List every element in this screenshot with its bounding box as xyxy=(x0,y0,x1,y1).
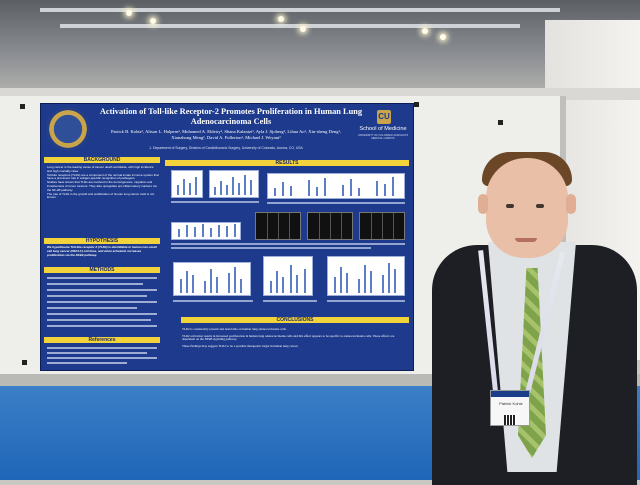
methods-line xyxy=(47,277,157,279)
ceiling-light xyxy=(278,16,284,22)
school-name: School of Medicine xyxy=(359,126,407,132)
figure-caption xyxy=(173,300,253,302)
push-pin xyxy=(20,104,25,109)
ceiling-light xyxy=(150,18,156,24)
results-figure xyxy=(171,170,203,198)
results-figure xyxy=(173,262,251,296)
background-point: Lung cancer is the leading cause of canc… xyxy=(47,165,154,173)
hypothesis-header: HYPOTHESIS xyxy=(44,238,160,244)
conclusions-text: TLR2 is consistently present and detecta… xyxy=(182,327,407,349)
methods-line xyxy=(47,295,147,297)
poster-authors: Patrick B. Kohtz¹, Alison L. Halpern¹, M… xyxy=(110,129,342,140)
results-figure xyxy=(327,256,405,296)
figure-caption xyxy=(171,243,405,245)
research-poster: Activation of Toll-like Receptor-2 Promo… xyxy=(40,103,414,371)
ceiling-light xyxy=(440,34,446,40)
methods-line xyxy=(47,313,157,315)
microscopy-image xyxy=(307,212,353,240)
methods-line xyxy=(47,325,157,327)
badge-qr-code xyxy=(504,415,516,425)
background-header: BACKGROUND xyxy=(44,157,160,163)
conclusion-item: These findings may suggest TLR2 to be a … xyxy=(182,344,299,349)
presenter: Patrick Kohtz xyxy=(430,150,640,485)
results-figure xyxy=(263,256,313,296)
ear xyxy=(566,194,576,214)
mouth xyxy=(515,238,537,242)
background-point: Studies have shown that TLRs are involve… xyxy=(47,180,157,192)
figure-caption xyxy=(327,300,405,302)
cu-logo: CU xyxy=(377,110,391,124)
methods-line xyxy=(47,283,143,285)
references-line xyxy=(47,352,147,354)
push-pin xyxy=(414,102,419,107)
figure-caption xyxy=(267,202,405,204)
face xyxy=(486,158,568,258)
results-figure xyxy=(267,173,405,199)
microscopy-image xyxy=(255,212,301,240)
push-pin xyxy=(498,120,503,125)
poster-title: Activation of Toll-like Receptor-2 Promo… xyxy=(99,107,363,126)
eye xyxy=(506,204,514,208)
references-line xyxy=(47,357,157,359)
ceiling-truss xyxy=(40,8,560,12)
ceiling-light xyxy=(422,28,428,34)
convention-hall-ceiling xyxy=(0,0,640,95)
background-point: Toll-like receptors (TLRs) are a compone… xyxy=(47,172,159,181)
figure-caption xyxy=(171,247,371,249)
badge-name-text: Patrick Kohtz xyxy=(499,401,523,406)
figure-caption xyxy=(171,201,259,203)
results-header: RESULTS xyxy=(165,160,409,166)
references-line xyxy=(47,347,157,349)
name-badge: Patrick Kohtz xyxy=(490,390,530,426)
university-seal-logo xyxy=(46,107,90,151)
methods-line xyxy=(47,319,151,321)
methods-line xyxy=(47,307,137,309)
figure-caption xyxy=(263,300,317,302)
ceiling-light xyxy=(126,10,132,16)
ear xyxy=(478,194,488,214)
references-header: References xyxy=(44,337,160,343)
school-subtitle: UNIVERSITY OF COLORADO ANSCHUTZ MEDICAL … xyxy=(357,134,409,141)
ceiling-light xyxy=(300,26,306,32)
ceiling-truss xyxy=(60,24,520,28)
badge-header-strip xyxy=(491,391,529,397)
hypothesis-text: We hypothesize Toll-like receptor-2 (TLR… xyxy=(47,245,157,257)
methods-header: METHODS xyxy=(44,267,160,273)
methods-line xyxy=(47,301,157,303)
poster-affiliation: 1. Department of Surgery, Division of Ca… xyxy=(149,146,303,150)
references-line xyxy=(47,362,127,364)
background-point: The role of TLRs in the growth and proli… xyxy=(47,191,155,200)
results-figure xyxy=(209,170,259,198)
conclusion-item: TLR2 activation results in increased pro… xyxy=(182,333,395,342)
background-text: Lung cancer is the leading cause of canc… xyxy=(47,165,159,200)
microscopy-image xyxy=(359,212,405,240)
eye xyxy=(536,204,544,208)
results-figure xyxy=(171,222,241,240)
methods-line xyxy=(47,289,157,291)
conclusions-header: CONCLUSIONS xyxy=(181,317,409,323)
conclusion-item: TLR2 is consistently present and detecta… xyxy=(182,327,287,331)
push-pin xyxy=(22,360,27,365)
